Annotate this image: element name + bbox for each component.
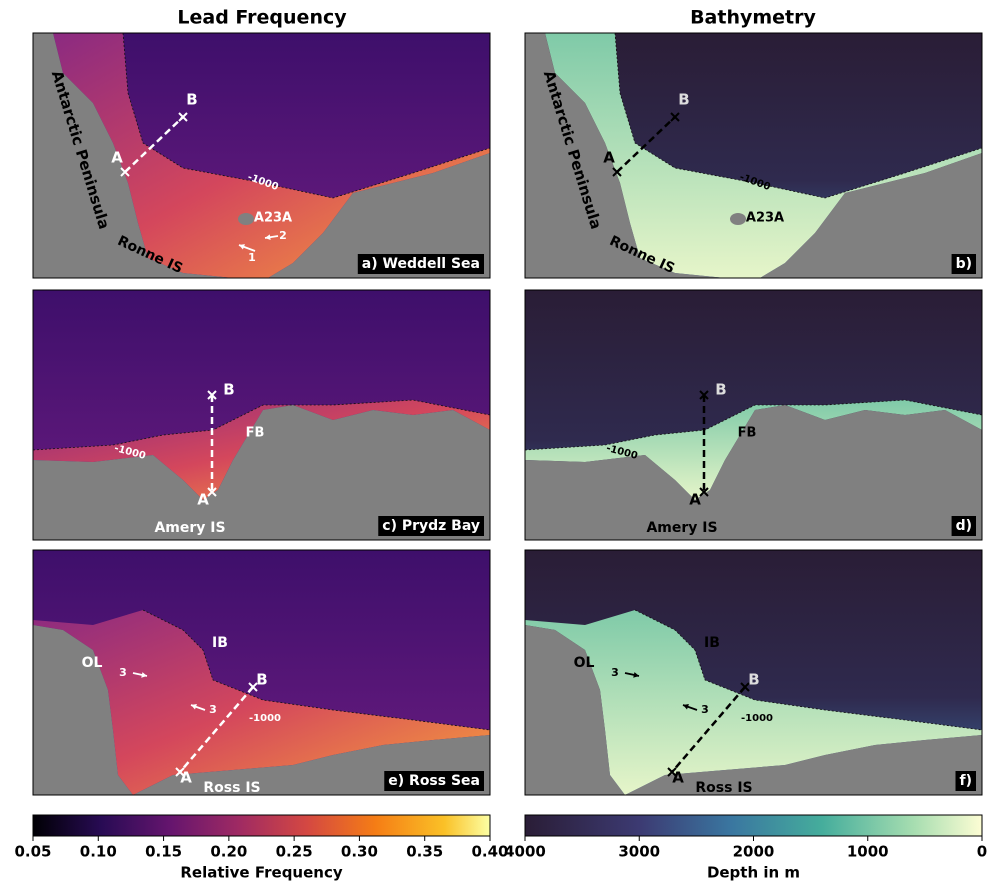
map-label: OL: [574, 655, 595, 671]
map-panel: Amery ISFBAB-1000c) Prydz Bay: [33, 290, 490, 540]
map-label: B: [748, 671, 759, 689]
map-label: A: [111, 149, 123, 167]
map-label: A: [197, 491, 209, 509]
panel-label: a) Weddell Sea: [362, 256, 480, 272]
map-label: A23A: [746, 211, 784, 226]
map-label: IB: [704, 635, 720, 651]
map-label: OL: [82, 655, 103, 671]
colorbar-tick-label: 0.15: [145, 843, 182, 861]
colorbar-label: Relative Frequency: [180, 864, 342, 882]
colorbar: [525, 815, 982, 836]
map-label: A23A: [254, 211, 292, 226]
colorbar-label: Depth in m: [707, 864, 800, 882]
map-panel: OL IB Ross IS A B -1000 3 3 e) Ross Sea: [33, 550, 490, 796]
map-label: A: [180, 769, 192, 787]
map-label: 3: [701, 703, 709, 716]
map-label: B: [678, 91, 689, 109]
colorbar-tick-label: 0.05: [14, 843, 51, 861]
map-label: -1000: [249, 713, 281, 724]
panel-label: b): [956, 256, 972, 272]
figure: Lead FrequencyBathymetryAntarctic Penins…: [0, 0, 998, 886]
map-label: B: [186, 91, 197, 109]
map-label: B: [256, 671, 267, 689]
panel-label: e) Ross Sea: [388, 773, 480, 789]
map-label: Amery IS: [646, 520, 717, 536]
colorbar-tick-label: 0.10: [80, 843, 117, 861]
map-label: B: [715, 381, 726, 399]
iceberg: [238, 213, 254, 225]
column-title: Bathymetry: [690, 7, 816, 29]
panel-label: f): [960, 773, 973, 789]
map-label: A: [672, 769, 684, 787]
map-label: A: [603, 149, 615, 167]
colorbar-tick-label: 0.30: [341, 843, 378, 861]
map-panel: OL IB Ross IS A B -1000 3 3 f): [525, 550, 982, 796]
map-label: Ross IS: [203, 780, 260, 796]
map-label: 1: [248, 251, 256, 264]
map-label: 3: [611, 666, 619, 679]
colorbar-tick-label: 2000: [733, 843, 775, 861]
panel-label: c) Prydz Bay: [382, 518, 480, 534]
panel-label: d): [956, 518, 972, 534]
map-label: A: [689, 491, 701, 509]
map-label: FB: [738, 426, 757, 441]
colorbar-tick-label: 0.20: [210, 843, 247, 861]
map-label: -1000: [741, 713, 773, 724]
map-label: Ross IS: [695, 780, 752, 796]
colorbar-tick-label: 0.40: [471, 843, 508, 861]
colorbar: [33, 815, 490, 836]
colorbar-tick-label: 0.35: [406, 843, 443, 861]
map-label: FB: [246, 426, 265, 441]
column-title: Lead Frequency: [177, 7, 347, 29]
colorbar-tick-label: 3000: [618, 843, 660, 861]
map-label: B: [223, 381, 234, 399]
colorbar-tick-label: 0: [977, 843, 987, 861]
map-label: IB: [212, 635, 228, 651]
map-label: 2: [279, 229, 287, 242]
colorbar-tick-label: 0.25: [276, 843, 313, 861]
iceberg: [730, 213, 746, 225]
map-label: 3: [209, 703, 217, 716]
map-label: Amery IS: [154, 520, 225, 536]
colorbar-tick-label: 4000: [504, 843, 546, 861]
colorbar-tick-label: 1000: [847, 843, 889, 861]
map-label: 3: [119, 666, 127, 679]
